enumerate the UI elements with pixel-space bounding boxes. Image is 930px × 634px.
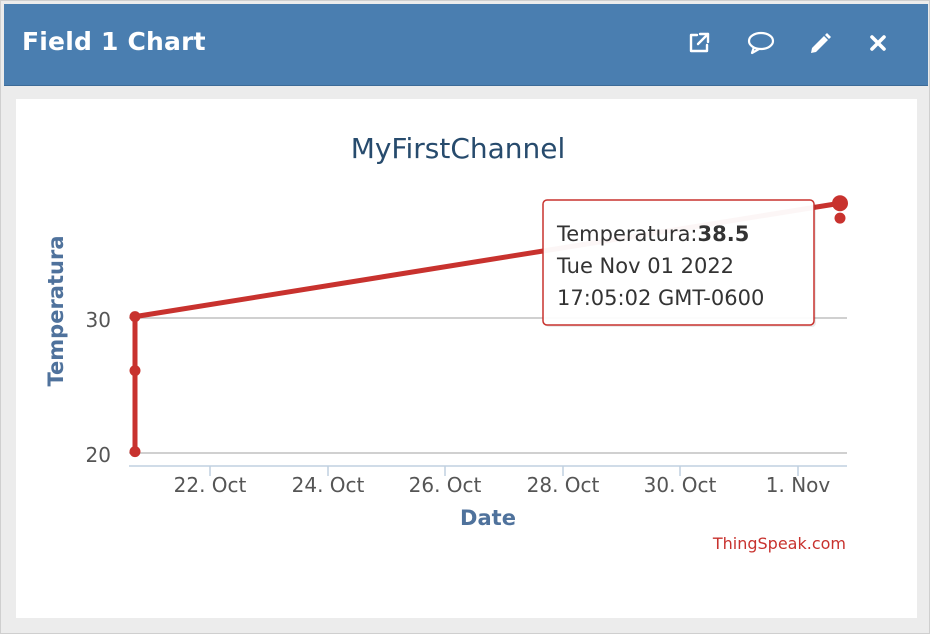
x-tick-label: 22. Oct — [174, 473, 247, 497]
chart-title: MyFirstChannel — [351, 132, 566, 165]
x-ticks — [209, 466, 799, 476]
widget-title: Field 1 Chart — [22, 27, 206, 56]
tooltip-line-1: Temperatura:38.5 — [556, 222, 749, 246]
tooltip-value: 38.5 — [698, 222, 750, 246]
x-tick-label: 26. Oct — [409, 473, 482, 497]
y-axis-title: Temperatura — [44, 236, 68, 387]
widget-header: Field 1 Chart — [4, 4, 928, 86]
tooltip-series-label: Temperatura: — [556, 222, 698, 246]
data-point[interactable] — [129, 365, 141, 377]
chart-panel: MyFirstChannel Temperatura Date 30 20 22… — [16, 99, 917, 618]
x-tick-label: 28. Oct — [527, 473, 600, 497]
comment-icon[interactable] — [744, 26, 778, 60]
x-tick-label: 30. Oct — [644, 473, 717, 497]
series-temperatura — [129, 195, 848, 458]
x-tick-label: 24. Oct — [292, 473, 365, 497]
pencil-icon[interactable] — [803, 26, 837, 60]
tooltip-date: Tue Nov 01 2022 — [556, 254, 734, 278]
y-tick-label: 20 — [86, 443, 111, 467]
series-line — [132, 200, 841, 452]
data-point[interactable] — [834, 212, 846, 224]
tooltip-time: 17:05:02 GMT-0600 — [557, 286, 764, 310]
x-axis-title: Date — [460, 506, 516, 530]
data-point-hovered[interactable] — [832, 195, 848, 212]
y-tick-label: 30 — [86, 308, 111, 332]
close-icon[interactable] — [861, 26, 895, 60]
data-point[interactable] — [129, 311, 141, 323]
data-point[interactable] — [129, 446, 141, 458]
thingspeak-credit-link[interactable]: ThingSpeak.com — [712, 534, 846, 553]
x-tick-label: 1. Nov — [766, 473, 831, 497]
external-link-icon[interactable] — [682, 26, 716, 60]
tooltip-box — [542, 199, 815, 326]
tooltip: Temperatura:38.5 Tue Nov 01 2022 17:05:0… — [542, 199, 816, 327]
line-chart: MyFirstChannel Temperatura Date 30 20 22… — [44, 132, 848, 553]
